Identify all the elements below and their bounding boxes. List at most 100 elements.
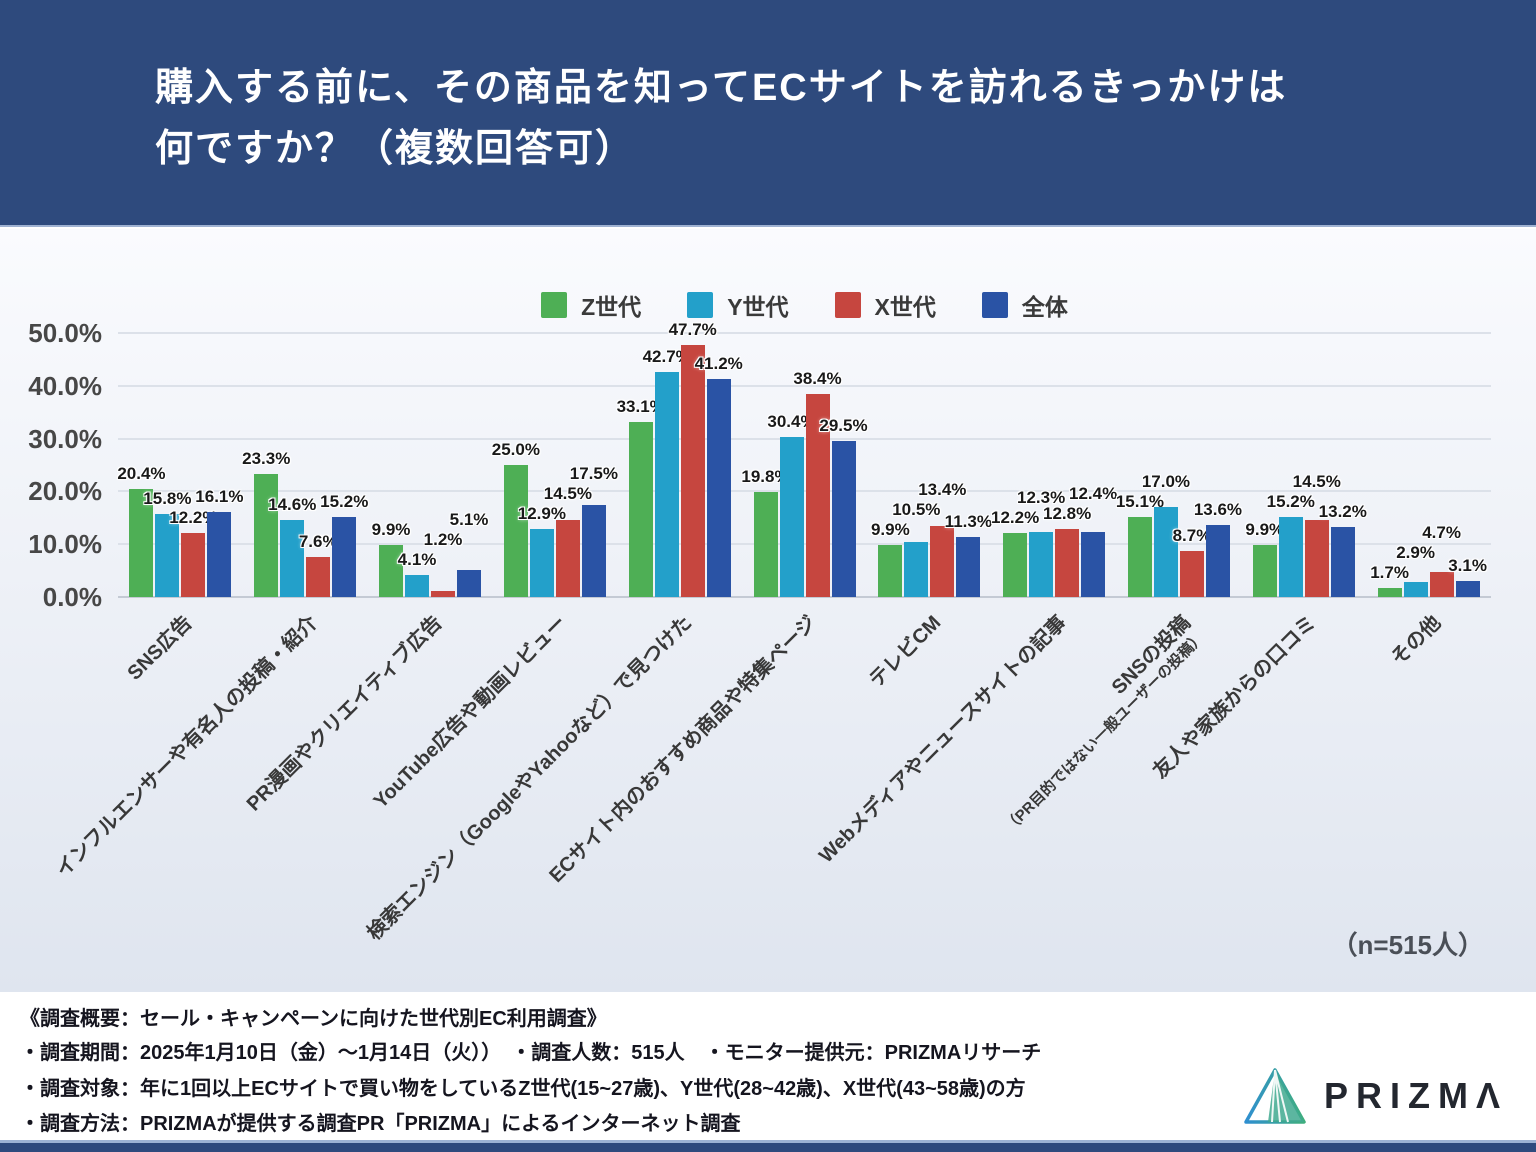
- bar-value-label: 13.4%: [918, 479, 967, 499]
- bar-value-label: 9.9%: [870, 519, 910, 539]
- bar-value-label: 15.2%: [320, 491, 369, 511]
- bar: [1377, 588, 1402, 597]
- bar-value-label: 12.4%: [1069, 484, 1118, 504]
- bar: [155, 513, 180, 597]
- bar-value-label: 14.5%: [543, 483, 592, 503]
- legend-label: Y世代: [727, 294, 789, 320]
- bar: [254, 473, 279, 597]
- bar: [181, 532, 206, 597]
- bar-value-label: 13.2%: [1318, 502, 1367, 522]
- bar-value-label: 42.7%: [642, 346, 691, 366]
- bar-value-label: 12.2%: [169, 507, 218, 527]
- gridline: [118, 437, 1491, 440]
- bar: [431, 590, 456, 597]
- prizma-triangle-icon: [1244, 1068, 1306, 1124]
- bar-value-label: 15.1%: [1115, 492, 1165, 512]
- bar: [753, 492, 778, 597]
- legend-color-swatch: [541, 292, 568, 318]
- bar: [1081, 531, 1106, 597]
- bar-value-label: 12.2%: [991, 507, 1040, 527]
- bar: [1455, 580, 1480, 597]
- chart-legend: Z世代 Y世代 X世代 全体: [118, 288, 1491, 322]
- legend-color-swatch: [687, 292, 714, 318]
- bar: [1153, 507, 1178, 597]
- bar-chart-plot: 0.0% 10.0% 20.0% 30.0% 40.0% 50.0% 20.4% 15.8% 1…: [28, 318, 1491, 945]
- bar: [1179, 551, 1204, 597]
- legend-label: Z世代: [581, 294, 642, 320]
- bar-value-label: 29.5%: [819, 416, 868, 436]
- bar-value-label: 8.7%: [1172, 526, 1212, 546]
- bar: [1003, 532, 1028, 597]
- bar-value-label: 1.7%: [1370, 563, 1409, 583]
- bar-value-label: 41.2%: [694, 354, 743, 374]
- bar: [628, 422, 653, 597]
- bar: [1278, 516, 1303, 597]
- bar-value-label: 9.9%: [371, 519, 411, 539]
- y-axis-tick-label: 10.0%: [28, 529, 102, 560]
- bar: [1429, 572, 1454, 597]
- bar: [878, 544, 903, 597]
- bar-value-label: 14.6%: [268, 494, 317, 514]
- bar-value-label: 12.9%: [517, 503, 566, 523]
- bar-value-label: 30.4%: [767, 411, 816, 431]
- bar: [529, 528, 554, 597]
- bar: [1403, 581, 1428, 597]
- bar-value-label: 2.9%: [1396, 543, 1435, 563]
- bar: [1055, 529, 1080, 597]
- survey-target-line: ・調査対象：年に1回以上ECサイトで買い物をしているZ世代(15~27歳)、Y世…: [20, 1078, 1026, 1100]
- prizma-wordmark: PRIZMΛ: [1323, 1075, 1508, 1116]
- bar-value-label: 13.6%: [1193, 500, 1243, 520]
- bottom-accent-bar: [0, 1140, 1536, 1152]
- bar: [129, 489, 154, 597]
- bar: [1205, 525, 1230, 597]
- bar-value-label: 9.9%: [1245, 519, 1285, 539]
- y-axis-tick-label: 50.0%: [28, 318, 102, 348]
- bar-value-label: 4.1%: [397, 550, 437, 570]
- bar: [1252, 544, 1277, 597]
- page-title-line2: 何ですか？（複数回答可）: [155, 127, 636, 170]
- bar-value-label: 15.2%: [1266, 491, 1315, 511]
- bar: [1127, 517, 1152, 597]
- legend-label: X世代: [874, 294, 936, 320]
- bar: [581, 504, 606, 597]
- survey-overview-line: 《調査概要：セール・キャンペーンに向けた世代別EC利用調査》: [20, 1008, 607, 1030]
- bar-value-label: 14.5%: [1292, 471, 1341, 491]
- bar-value-label: 17.5%: [569, 463, 618, 483]
- bar: [1304, 520, 1329, 597]
- bar-value-label: 10.5%: [892, 499, 941, 519]
- legend-item: X世代: [834, 288, 936, 322]
- bar: [654, 371, 679, 597]
- legend-label: 全体: [1021, 294, 1068, 320]
- gridline: [118, 384, 1491, 387]
- bar: [805, 394, 830, 597]
- bar-value-label: 33.1%: [616, 397, 665, 417]
- page-title-line1: 購入する前に、その商品を知ってECサイトを訪れるきっかけは: [155, 67, 1288, 109]
- y-axis-tick-label: 0.0%: [42, 582, 102, 612]
- bar-value-label: 12.8%: [1043, 504, 1092, 524]
- bar: [405, 575, 430, 597]
- page-title: 購入する前に、その商品を知ってECサイトを訪れるきっかけは 何ですか？（複数回答…: [155, 58, 1287, 180]
- bar-value-label: 15.8%: [143, 488, 192, 508]
- footer: 《調査概要：セール・キャンペーンに向けた世代別EC利用調査》 ・調査期間：202…: [0, 992, 1536, 1140]
- legend-item: Z世代: [541, 288, 641, 322]
- bar-value-label: 7.6%: [298, 531, 338, 551]
- bar: [831, 441, 856, 597]
- bar: [904, 541, 929, 597]
- bar: [207, 512, 232, 597]
- bar-value-label: 1.2%: [423, 530, 463, 550]
- legend-color-swatch: [834, 292, 861, 318]
- bar: [555, 520, 580, 597]
- bar: [779, 436, 804, 597]
- prizma-logo: PRIZMΛ: [1242, 1066, 1508, 1126]
- legend-color-swatch: [981, 292, 1008, 318]
- bar: [680, 345, 705, 597]
- gridline: [118, 543, 1491, 546]
- bar-value-label: 11.3%: [944, 512, 992, 532]
- bar: [280, 519, 305, 597]
- bar: [1330, 527, 1355, 597]
- bar: [457, 570, 482, 597]
- bar-value-label: 20.4%: [117, 464, 166, 484]
- bar: [930, 526, 955, 597]
- bar-value-label: 17.0%: [1141, 472, 1191, 492]
- bar: [956, 537, 981, 597]
